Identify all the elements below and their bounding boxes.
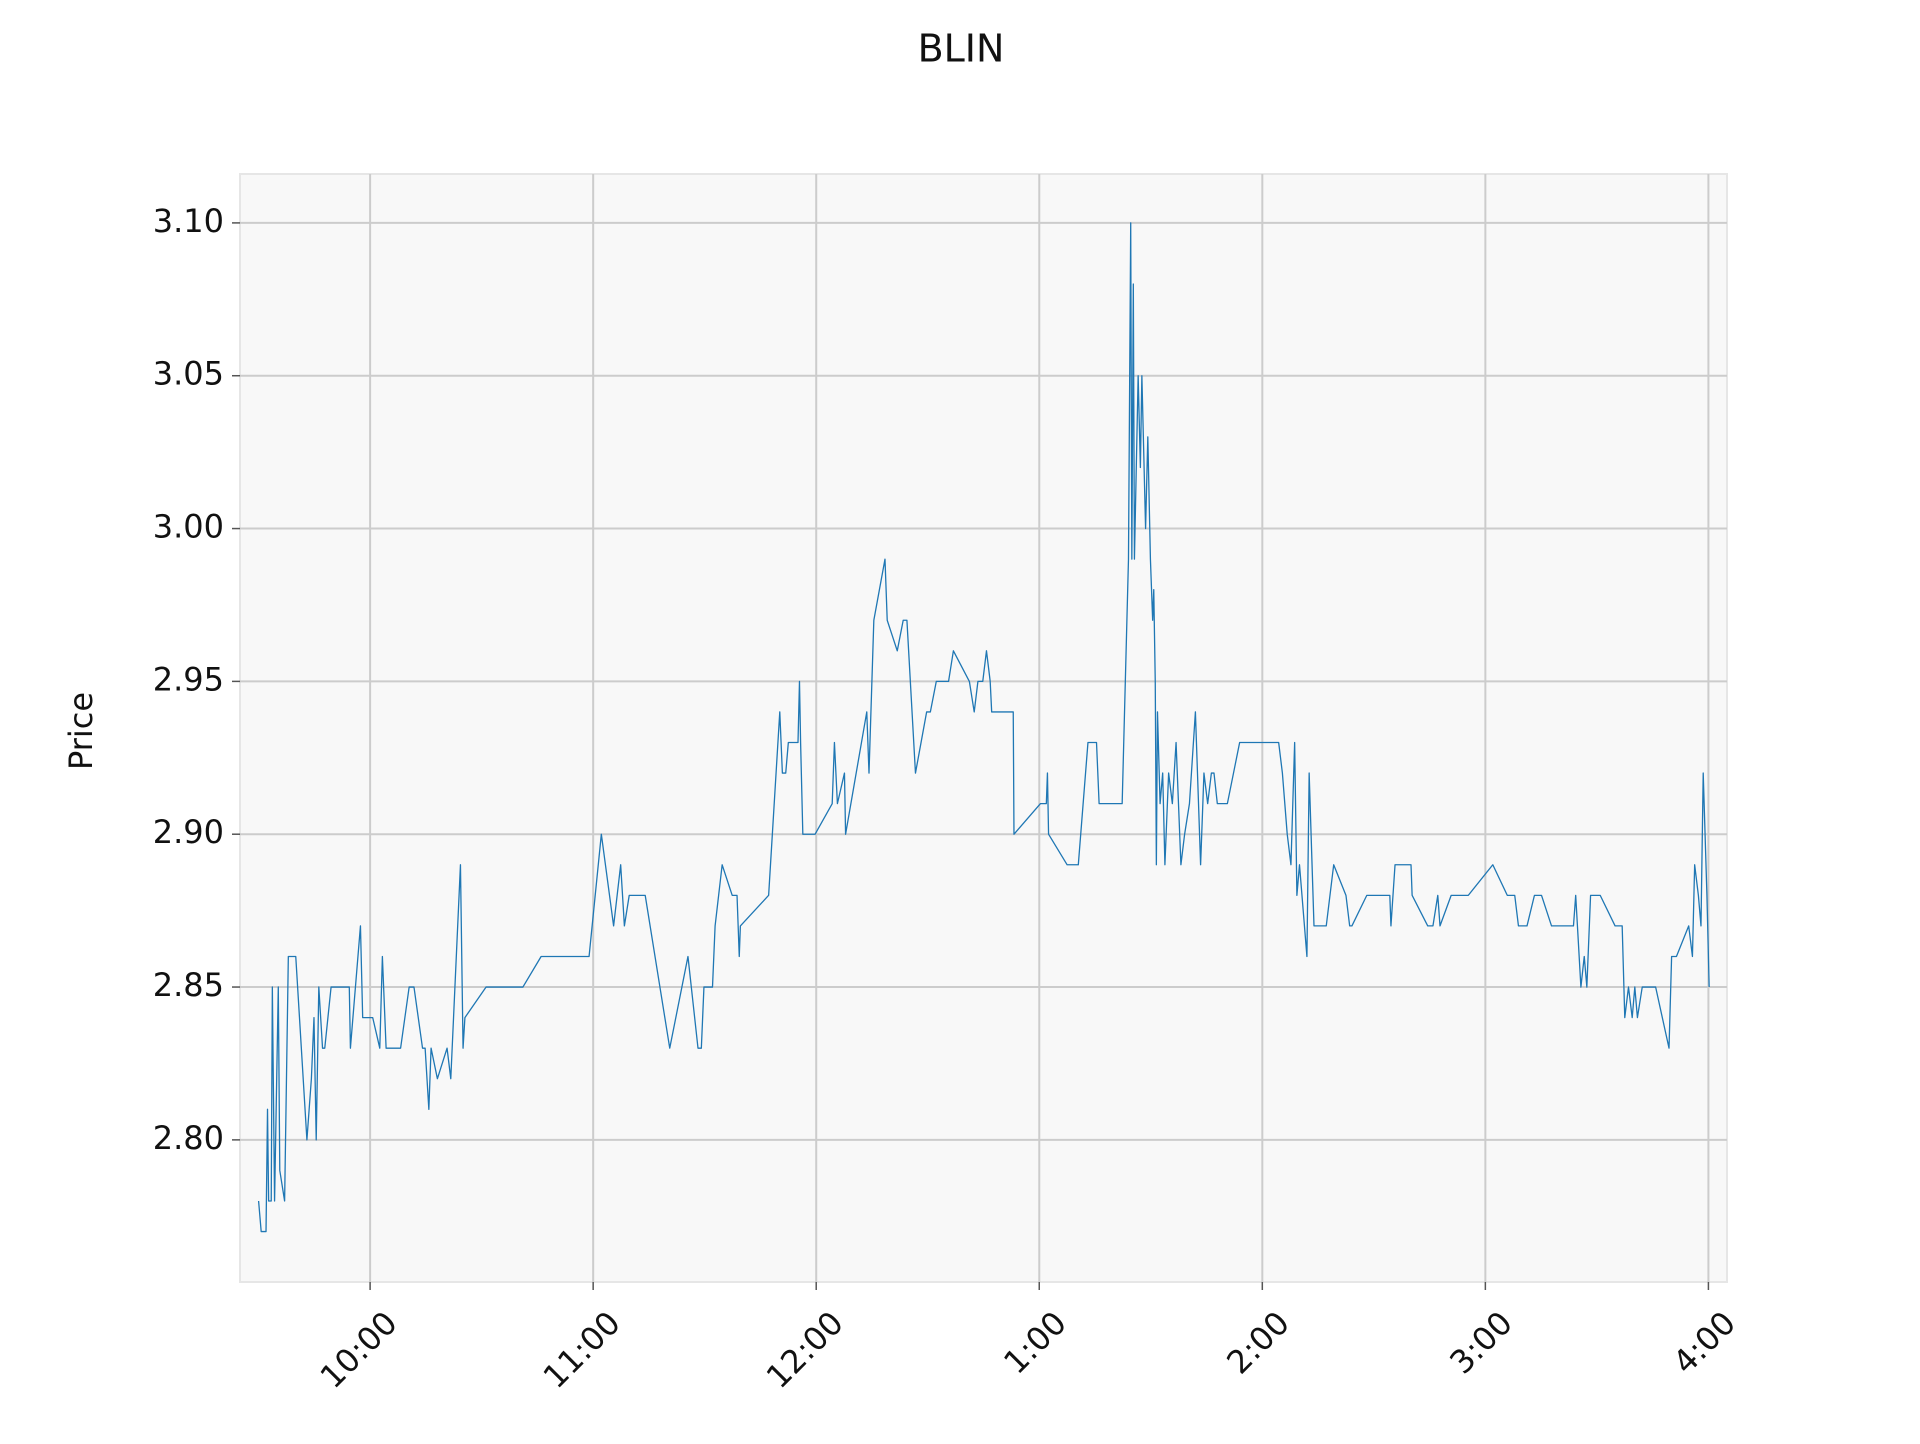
x-tick-label: 2:00	[1219, 1304, 1297, 1382]
y-axis-label: Price	[62, 692, 100, 770]
x-tick-label: 4:00	[1665, 1304, 1743, 1382]
y-tick-label: 3.10	[153, 202, 224, 240]
x-tick-label: 10:00	[313, 1304, 405, 1396]
x-tick-label: 1:00	[996, 1304, 1074, 1382]
x-tick-label: 3:00	[1442, 1304, 1520, 1382]
chart-title: BLIN	[918, 27, 1005, 71]
y-tick-label: 2.80	[153, 1119, 224, 1157]
y-tick-label: 2.85	[153, 966, 224, 1004]
y-tick-label: 2.90	[153, 813, 224, 851]
x-tick-label: 11:00	[536, 1304, 628, 1396]
y-tick-label: 2.95	[153, 660, 224, 698]
y-tick-label: 3.05	[153, 355, 224, 393]
y-tick-label: 3.00	[153, 508, 224, 546]
price-line	[257, 222, 1710, 1233]
x-tick-label: 12:00	[759, 1304, 851, 1396]
plot-area	[239, 173, 1728, 1283]
